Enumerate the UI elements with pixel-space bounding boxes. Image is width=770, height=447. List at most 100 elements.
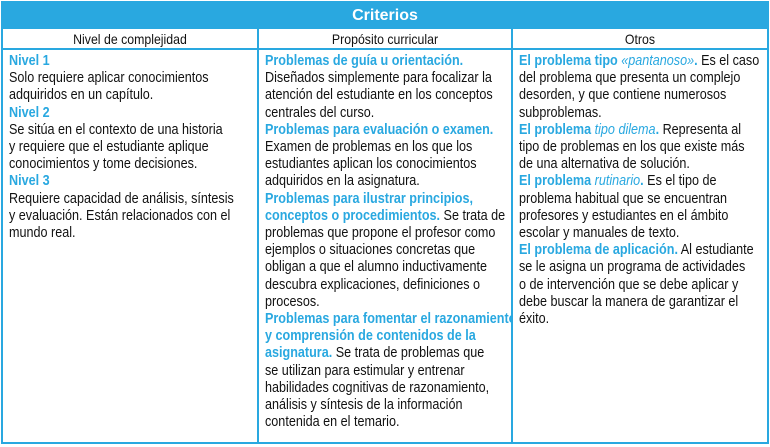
body-text: tipo de problemas en los que existe más — [519, 138, 745, 156]
body-text: Se trata de — [440, 206, 506, 224]
body-text: Diseñados simplemente para focalizar la — [265, 69, 492, 87]
body-text: de una alternativa de solución. — [519, 155, 690, 173]
body-text: adquiridos en la asignatura. — [265, 172, 420, 190]
text-line: problema habitual que se encuentran — [519, 190, 767, 207]
highlight-text: Nivel 1 — [9, 52, 50, 69]
text-line: conocimientos y tome decisiones. — [9, 155, 257, 173]
highlight-text: Nivel 3 — [9, 172, 50, 190]
text-line: subproblemas. — [519, 104, 767, 121]
text-line: habilidades cognitivas de razonamiento, — [265, 379, 511, 396]
header-others-label: Otros — [624, 31, 656, 47]
body-text: Representa al — [659, 120, 742, 138]
body-text: Examen de problemas en los que los — [265, 138, 473, 156]
text-line: asignatura. Se trata de problemas que — [265, 344, 511, 362]
text-line: se utilizan para estimular y entrenar — [265, 361, 511, 379]
body-text: contenida en el temario. — [265, 413, 400, 431]
body-text: y evaluación. Están relacionados con el — [9, 206, 231, 224]
text-line: del problema que presenta un complejo — [519, 69, 767, 86]
text-line: centrales del curso. — [265, 103, 511, 121]
body-text: atención del estudiante en los conceptos — [265, 86, 493, 104]
highlight-text: tipo dilema — [594, 120, 656, 138]
highlight-text: Problemas para fomentar el razonamiento — [265, 310, 513, 328]
text-line: conceptos o procedimientos. Se trata de — [265, 206, 511, 224]
body-text: estudiantes aplican los conocimientos — [265, 155, 477, 173]
text-line: El problema tipo dilema. Representa al — [519, 121, 767, 138]
text-line: mundo real. — [9, 224, 257, 241]
body-text: centrales del curso. — [265, 103, 375, 121]
text-line: o de intervención que se debe aplicar y — [519, 276, 767, 293]
body-text: análisis y síntesis de la información — [265, 396, 463, 414]
body-text: Solo requiere aplicar conocimientos — [9, 69, 209, 87]
text-line: tipo de problemas en los que existe más — [519, 138, 767, 155]
text-line: y comprensión de contenidos de la — [265, 327, 511, 345]
text-line: atención del estudiante en los conceptos — [265, 86, 511, 104]
body-text: Requiere capacidad de análisis, síntesis — [9, 189, 234, 207]
table-title: Criterios — [3, 3, 767, 29]
highlight-text: Problemas de guía u orientación. — [265, 52, 464, 69]
text-line: Nivel 3 — [9, 172, 257, 190]
highlight-text: Problemas para ilustrar principios, — [265, 189, 473, 207]
body-row: Nivel 1 Solo requiere aplicar conocimient… — [3, 50, 767, 442]
highlight-text: asignatura. — [265, 344, 333, 362]
text-line: debe buscar la manera de garantizar el — [519, 293, 767, 310]
text-line: descubra explicaciones, definiciones o — [265, 275, 511, 293]
text-line: análisis y síntesis de la información — [265, 396, 511, 414]
body-text: éxito. — [519, 310, 550, 328]
text-line: adquiridos en la asignatura. — [265, 172, 511, 190]
body-text: ejemplos o situaciones concretas que — [265, 241, 476, 259]
text-line: desorden, y que contiene numerosos — [519, 86, 767, 103]
body-text: Es el tipo de — [643, 172, 717, 190]
body-text: se utilizan para estimular y entrenar — [265, 361, 465, 379]
body-text: procesos. — [265, 292, 320, 310]
text-line: El problema de aplicación. Al estudiante — [519, 241, 767, 258]
text-line: y evaluación. Están relacionados con el — [9, 206, 257, 224]
highlight-text: . — [694, 52, 698, 69]
text-line: El problema rutinario. Es el tipo de — [519, 172, 767, 189]
text-line: y requiere que el estudiante aplique — [9, 138, 257, 156]
body-text: descubra explicaciones, definiciones o — [265, 275, 481, 293]
text-line: problemas que propone el profesor como — [265, 224, 511, 241]
header-curricular: Propósito curricular — [259, 29, 513, 48]
body-text: conocimientos y tome decisiones. — [9, 155, 198, 173]
text-line: se le asigna un programa de actividades — [519, 258, 767, 275]
body-text: Es el caso — [697, 52, 760, 69]
cell-others: El problema tipo «pantanoso». Es el caso… — [513, 50, 767, 442]
highlight-text: «pantanoso» — [621, 52, 695, 69]
body-text: obligan a que el alumno inductivamente — [265, 258, 488, 276]
cell-complexity: Nivel 1 Solo requiere aplicar conocimient… — [3, 50, 259, 442]
highlight-text: y comprensión de contenidos de la — [265, 327, 476, 345]
body-text: Al estudiante — [677, 241, 754, 259]
text-line: Problemas para evaluación o examen. — [265, 120, 511, 138]
body-text: y requiere que el estudiante aplique — [9, 138, 209, 156]
text-line: Solo requiere aplicar conocimientos — [9, 69, 257, 87]
text-line: escolar y manuales de texto. — [519, 224, 767, 241]
highlight-text: Nivel 2 — [9, 103, 50, 121]
body-text: profesores y estudiantes en el ámbito — [519, 206, 729, 224]
text-line: Problemas de guía u orientación. — [265, 52, 511, 69]
text-line: Requiere capacidad de análisis, síntesis — [9, 189, 257, 207]
highlight-text: El problema — [519, 120, 595, 138]
text-line: Problemas para ilustrar principios, — [265, 189, 511, 207]
highlight-text: Problemas para evaluación o examen. — [265, 120, 494, 138]
body-text: desorden, y que contiene numerosos — [519, 86, 727, 104]
body-text: Se sitúa en el contexto de una historia — [9, 120, 223, 138]
text-line: Nivel 2 — [9, 103, 257, 121]
text-line: Nivel 1 — [9, 52, 257, 69]
body-text: se le asigna un programa de actividades — [519, 258, 746, 276]
highlight-text: . — [640, 172, 644, 190]
text-line: profesores y estudiantes en el ámbito — [519, 207, 767, 224]
header-curricular-label: Propósito curricular — [331, 31, 439, 47]
body-text: o de intervención que se debe aplicar y — [519, 275, 739, 293]
body-text: del problema que presenta un complejo — [519, 69, 741, 87]
highlight-text: conceptos o procedimientos. — [265, 206, 441, 224]
body-text: adquiridos en un capítulo. — [9, 86, 154, 104]
text-line: ejemplos o situaciones concretas que — [265, 241, 511, 259]
text-line: procesos. — [265, 292, 511, 310]
highlight-text: El problema de aplicación. — [519, 241, 678, 259]
body-text: subproblemas. — [519, 103, 602, 121]
highlight-text: . — [655, 120, 660, 138]
text-line: estudiantes aplican los conocimientos — [265, 155, 511, 173]
header-complexity-label: Nivel de complejidad — [73, 31, 187, 47]
text-line: adquiridos en un capítulo. — [9, 86, 257, 104]
